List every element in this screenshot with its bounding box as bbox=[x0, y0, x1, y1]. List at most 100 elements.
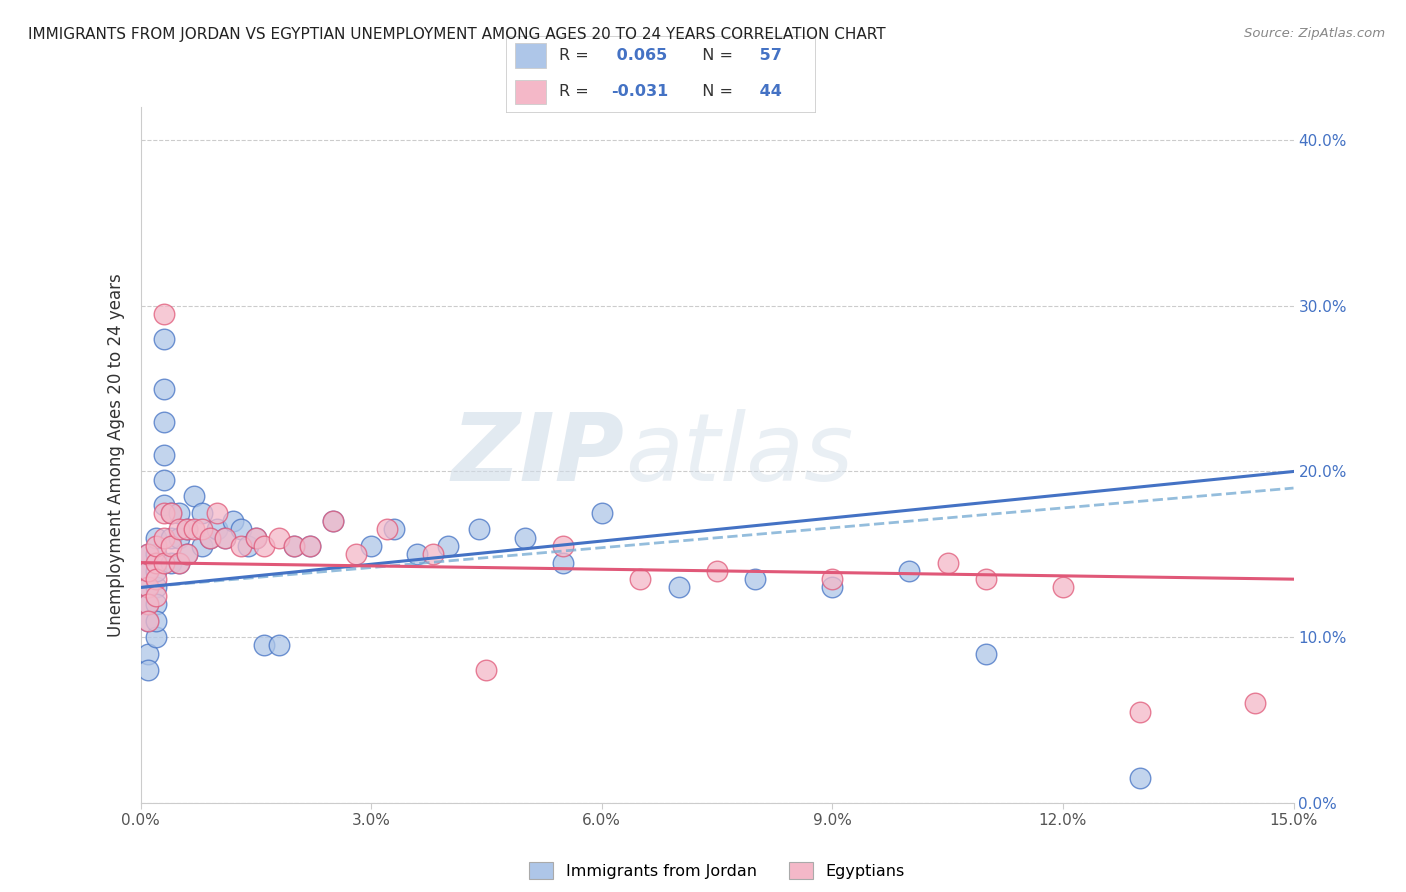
Point bbox=[176, 523, 198, 537]
Point bbox=[145, 597, 167, 611]
Point bbox=[821, 581, 844, 595]
Point bbox=[222, 514, 245, 528]
Point bbox=[136, 647, 159, 661]
Point bbox=[152, 506, 174, 520]
Point bbox=[160, 506, 183, 520]
Point bbox=[167, 556, 190, 570]
Point bbox=[176, 523, 198, 537]
Point bbox=[553, 556, 575, 570]
Point bbox=[238, 539, 260, 553]
Point bbox=[160, 531, 183, 545]
Point bbox=[422, 547, 444, 561]
Point bbox=[145, 531, 167, 545]
Point bbox=[513, 531, 536, 545]
Point bbox=[136, 547, 159, 561]
Point bbox=[145, 589, 167, 603]
Point bbox=[322, 514, 344, 528]
Point bbox=[1129, 771, 1152, 785]
Point bbox=[744, 572, 766, 586]
Point bbox=[136, 614, 159, 628]
Point bbox=[136, 597, 159, 611]
Point bbox=[191, 539, 214, 553]
Point bbox=[198, 531, 221, 545]
Point bbox=[152, 448, 174, 462]
Text: Source: ZipAtlas.com: Source: ZipAtlas.com bbox=[1244, 27, 1385, 40]
Point bbox=[160, 556, 183, 570]
Point bbox=[229, 523, 252, 537]
Point bbox=[152, 498, 174, 512]
Point bbox=[267, 531, 290, 545]
Point bbox=[145, 572, 167, 586]
Text: N =: N = bbox=[692, 48, 738, 63]
Point bbox=[152, 556, 174, 570]
Point bbox=[152, 307, 174, 321]
Point bbox=[152, 531, 174, 545]
Point bbox=[668, 581, 690, 595]
Text: R =: R = bbox=[558, 48, 593, 63]
Point bbox=[145, 539, 167, 553]
Point bbox=[252, 539, 274, 553]
Point bbox=[160, 539, 183, 553]
Point bbox=[198, 531, 221, 545]
Point bbox=[252, 639, 274, 653]
Point bbox=[183, 489, 205, 503]
Text: -0.031: -0.031 bbox=[612, 84, 669, 99]
Point bbox=[207, 523, 229, 537]
Point bbox=[160, 506, 183, 520]
Point bbox=[298, 539, 321, 553]
Point bbox=[167, 523, 190, 537]
Point bbox=[207, 506, 229, 520]
Point bbox=[152, 382, 174, 396]
Text: IMMIGRANTS FROM JORDAN VS EGYPTIAN UNEMPLOYMENT AMONG AGES 20 TO 24 YEARS CORREL: IMMIGRANTS FROM JORDAN VS EGYPTIAN UNEMP… bbox=[28, 27, 886, 42]
Point bbox=[145, 581, 167, 595]
Point bbox=[245, 531, 267, 545]
Point bbox=[974, 572, 997, 586]
Text: R =: R = bbox=[558, 84, 593, 99]
Point bbox=[191, 506, 214, 520]
Point bbox=[437, 539, 460, 553]
Point bbox=[229, 539, 252, 553]
Point bbox=[360, 539, 382, 553]
Point bbox=[406, 547, 429, 561]
Point bbox=[176, 547, 198, 561]
Point bbox=[145, 547, 167, 561]
Text: ZIP: ZIP bbox=[451, 409, 624, 501]
Point bbox=[245, 531, 267, 545]
Point bbox=[167, 506, 190, 520]
Point bbox=[267, 639, 290, 653]
Point bbox=[591, 506, 613, 520]
Bar bbox=[516, 44, 547, 68]
Point bbox=[136, 663, 159, 677]
Point bbox=[283, 539, 305, 553]
Point bbox=[136, 564, 159, 578]
Point bbox=[152, 473, 174, 487]
Point bbox=[136, 581, 159, 595]
Point bbox=[1244, 697, 1267, 711]
Point bbox=[936, 556, 959, 570]
Point bbox=[974, 647, 997, 661]
Point bbox=[214, 531, 236, 545]
Point bbox=[628, 572, 651, 586]
Point bbox=[298, 539, 321, 553]
Point bbox=[145, 564, 167, 578]
Point bbox=[475, 663, 498, 677]
Point bbox=[375, 523, 398, 537]
Point bbox=[152, 332, 174, 346]
Point bbox=[176, 547, 198, 561]
Point bbox=[322, 514, 344, 528]
Point bbox=[145, 614, 167, 628]
Text: N =: N = bbox=[692, 84, 738, 99]
Point bbox=[1052, 581, 1074, 595]
Point bbox=[214, 531, 236, 545]
Point bbox=[382, 523, 405, 537]
Text: 0.065: 0.065 bbox=[612, 48, 668, 63]
Point bbox=[553, 539, 575, 553]
Point bbox=[283, 539, 305, 553]
Point bbox=[1129, 705, 1152, 719]
Point bbox=[468, 523, 491, 537]
Text: 57: 57 bbox=[754, 48, 782, 63]
Point bbox=[191, 523, 214, 537]
Point bbox=[136, 597, 159, 611]
Point bbox=[706, 564, 728, 578]
Point bbox=[145, 630, 167, 644]
